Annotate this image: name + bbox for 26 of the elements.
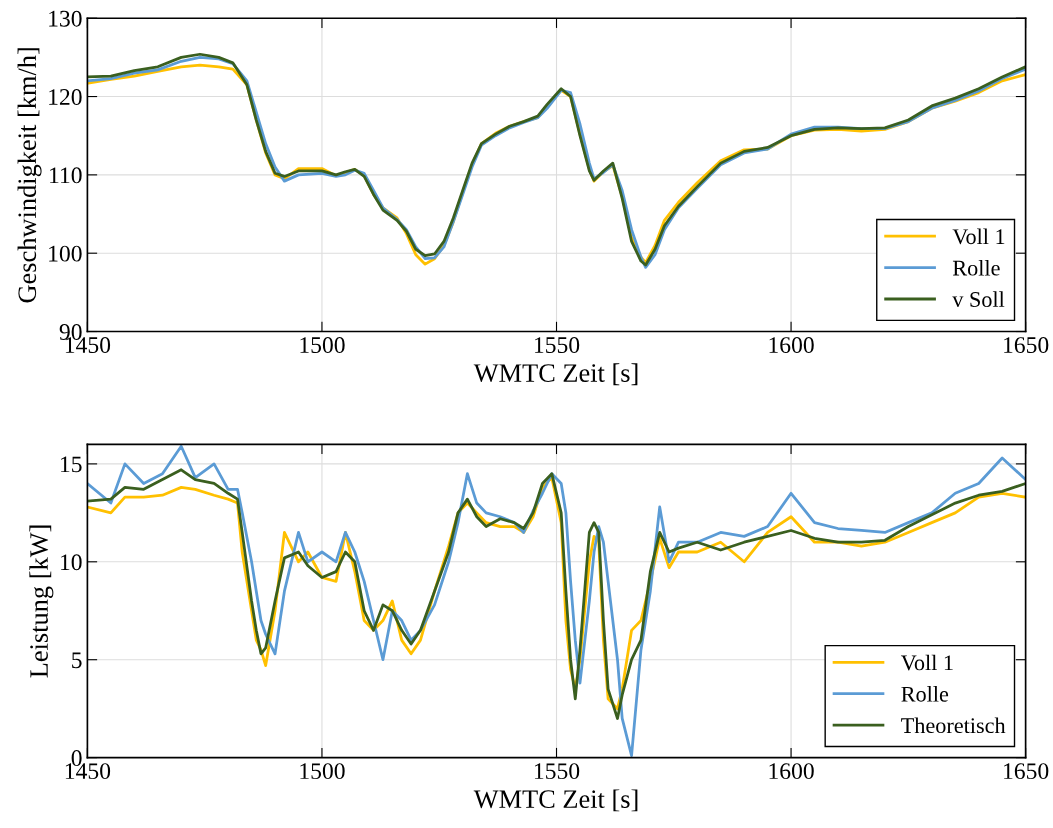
line-series xyxy=(87,444,1026,758)
legend-label: Voll 1 xyxy=(952,228,1005,245)
x-axis-title: WMTC Zeit [s] xyxy=(473,363,638,386)
y-tick-label: 130 xyxy=(49,10,82,27)
y-axis-title: Geschwindigkeit [km/h] xyxy=(17,48,42,303)
legend-label: Rolle xyxy=(901,686,949,702)
legend-label: v Soll xyxy=(952,291,1005,308)
x-tick-label: 1550 xyxy=(534,337,580,353)
legend-label: Voll 1 xyxy=(900,654,953,671)
y-tick-label: 100 xyxy=(49,245,82,262)
y-tick-label: 120 xyxy=(49,89,82,105)
x-tick-label: 1650 xyxy=(1004,763,1049,780)
x-axis-title: WMTC Zeit [s] xyxy=(473,789,638,812)
x-tick-label: 1650 xyxy=(1004,337,1049,353)
x-tick-label: 1500 xyxy=(300,763,345,780)
y-axis-title: Leistung [kW] xyxy=(29,525,54,678)
x-tick-label: 1500 xyxy=(300,337,345,353)
x-tick-label: 1600 xyxy=(769,763,814,780)
y-tick-label: 15 xyxy=(61,456,82,473)
legend-label: Theoretisch xyxy=(901,717,1006,734)
y-tick-label: 110 xyxy=(50,167,82,184)
legend-label: Rolle xyxy=(952,259,1000,276)
x-tick-label: 1550 xyxy=(534,763,580,780)
y-tick-label: 10 xyxy=(61,554,82,571)
y-tick-label: 5 xyxy=(72,652,82,669)
x-tick-label: 1600 xyxy=(769,337,814,353)
